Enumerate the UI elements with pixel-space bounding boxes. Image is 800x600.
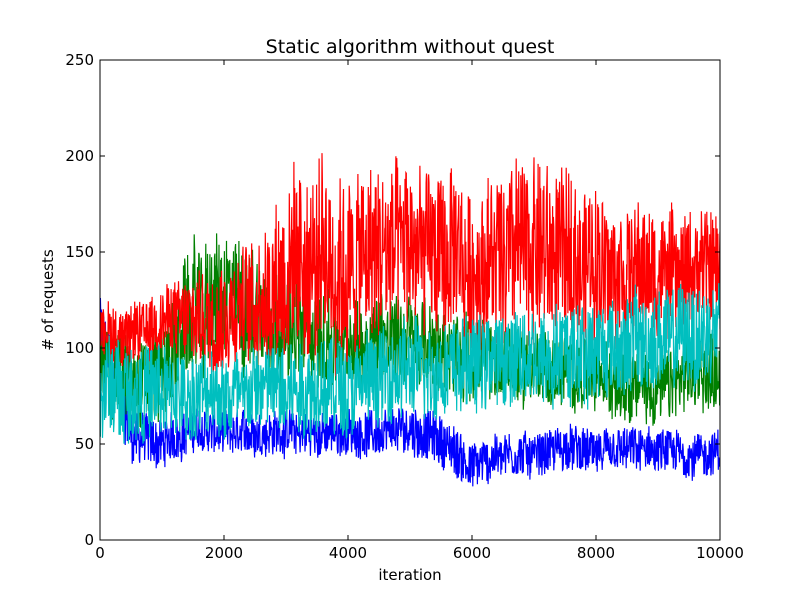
series-line-1: [100, 233, 720, 434]
x-tick-label: 0: [95, 544, 105, 562]
y-tick-label: 250: [65, 51, 94, 69]
x-tick-label: 8000: [577, 544, 615, 562]
series-line-3: [100, 283, 720, 444]
series-line-2: [100, 153, 720, 377]
series-line-0: [100, 297, 720, 487]
y-tick-label: 150: [65, 243, 94, 261]
x-tick-label: 10000: [696, 544, 744, 562]
x-tick-label: 6000: [453, 544, 491, 562]
y-tick-label: 200: [65, 147, 94, 165]
x-tick-label: 4000: [329, 544, 367, 562]
x-axis: 0 2000 4000 6000 8000 10000: [95, 60, 744, 562]
y-axis-label: # of requests: [39, 249, 57, 351]
chart-title: Static algorithm without quest: [266, 36, 555, 58]
x-tick-label: 2000: [205, 544, 243, 562]
plot-frame: [99, 59, 721, 541]
y-axis: 0 50 100 150 200 250: [65, 51, 720, 549]
y-tick-label: 0: [84, 531, 94, 549]
y-tick-label: 100: [65, 339, 94, 357]
x-axis-label: iteration: [378, 566, 441, 584]
y-tick-label: 50: [75, 435, 94, 453]
series-layer: [100, 153, 720, 487]
